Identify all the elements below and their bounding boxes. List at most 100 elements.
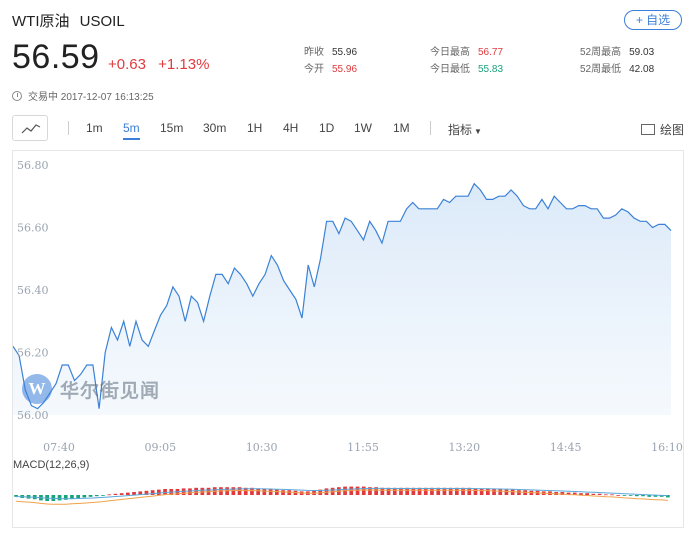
y-tick-label: 56.40 (17, 284, 49, 297)
w52-low-label: 52周最低 (580, 64, 622, 75)
change-percent: +1.13% (158, 56, 210, 73)
macd-bar (610, 494, 614, 496)
macd-bar (150, 490, 155, 495)
macd-bar (237, 487, 242, 495)
macd-bar (430, 487, 434, 495)
high-value: 56.77 (478, 47, 504, 58)
macd-bar (504, 489, 509, 495)
draw-label: 绘图 (659, 123, 684, 137)
macd-bar (82, 495, 87, 498)
x-tick-label: 11:55 (347, 441, 379, 454)
macd-bar (467, 487, 472, 495)
macd-bar (374, 487, 378, 495)
macd-dif-line (16, 489, 668, 505)
x-tick-label: 10:30 (246, 441, 278, 454)
macd-bar (262, 489, 267, 495)
interval-1mo[interactable]: 1M (393, 121, 410, 135)
watermark: W 华尔街见闻 (22, 374, 160, 404)
interval-5m[interactable]: 5m (123, 121, 140, 140)
macd-bar (157, 489, 161, 495)
macd-bar (243, 487, 248, 495)
y-tick-label: 56.60 (17, 222, 49, 235)
macd-bar (70, 495, 74, 499)
macd-bar (355, 486, 360, 495)
macd-bar (250, 487, 254, 495)
chart-toolbar: 1m 5m 15m 30m 1H 4H 1D 1W 1M 指标 ▼ 绘图 (12, 115, 684, 143)
x-tick-label: 14:45 (550, 441, 582, 454)
clock-icon (12, 90, 22, 101)
macd-bar (318, 489, 323, 495)
interval-1w[interactable]: 1W (354, 121, 372, 135)
prev-close-value: 55.96 (332, 47, 358, 58)
macd-bar (597, 493, 602, 495)
draw-icon (640, 124, 655, 135)
macd-bar (461, 487, 465, 495)
last-price: 56.59 (12, 38, 100, 76)
interval-1h[interactable]: 1H (247, 121, 263, 135)
change-value: +0.63 (108, 56, 146, 73)
macd-bar (163, 489, 167, 495)
interval-30m[interactable]: 30m (203, 121, 227, 135)
macd-bar (76, 495, 80, 498)
interval-4h[interactable]: 4H (283, 121, 299, 135)
macd-bar (560, 492, 565, 495)
macd-bar (666, 495, 670, 498)
instrument-symbol: USOIL (79, 13, 125, 30)
y-tick-label: 56.00 (17, 409, 49, 422)
macd-bar (256, 488, 260, 495)
toolbar-divider (68, 121, 69, 135)
macd-title: MACD(12,26,9) (13, 459, 89, 471)
interval-1d[interactable]: 1D (319, 121, 335, 135)
macd-bar (281, 490, 285, 495)
w52-high-value: 59.03 (629, 47, 655, 58)
chart-area[interactable]: 56.80 56.60 56.40 56.20 56.00 07:40 09:05 10:30… (12, 150, 684, 528)
macd-bar (641, 495, 645, 497)
macd-bar (200, 487, 205, 495)
macd-bar (324, 488, 329, 495)
macd-bar (188, 488, 192, 495)
y-tick-label: 56.80 (17, 159, 49, 172)
macd-bar (479, 488, 484, 495)
indicator-menu[interactable]: 指标 ▼ (448, 121, 482, 138)
low-value: 55.83 (478, 64, 504, 75)
macd-bar (126, 492, 130, 495)
x-tick-label: 09:05 (144, 441, 176, 454)
macd-bar (405, 487, 409, 495)
macd-bar (144, 490, 149, 495)
macd-bar (659, 495, 664, 497)
macd-bar (138, 491, 143, 495)
macd-bar (498, 489, 503, 495)
macd-bar (417, 487, 422, 495)
prev-close-label: 昨收 (304, 47, 324, 58)
macd-bar (579, 493, 583, 495)
macd-bar (411, 487, 416, 495)
w52-high-label: 52周最高 (580, 47, 622, 58)
y-tick-label: 56.20 (17, 347, 49, 360)
instrument-name: WTI原油 (12, 13, 70, 30)
x-tick-label: 16:10 (651, 441, 683, 454)
x-tick-label: 07:40 (43, 441, 75, 454)
stats-col-2: 今日最高 56.77 今日最低 55.83 (430, 44, 503, 78)
macd-bar (616, 495, 621, 496)
price-line (13, 182, 672, 410)
macd-bar (392, 487, 397, 495)
stats-col-1: 昨收 55.96 今开 55.96 (304, 44, 357, 78)
price-change: +0.63 +1.13% (108, 56, 209, 73)
macd-bar (113, 493, 118, 495)
interval-1m[interactable]: 1m (86, 121, 103, 135)
macd-bar (572, 492, 577, 495)
macd-bar (268, 489, 273, 495)
macd-bar (585, 493, 589, 495)
draw-button[interactable]: 绘图 (640, 121, 684, 138)
chart-type-button[interactable] (12, 115, 48, 141)
add-watchlist-button[interactable]: + 自选 (624, 10, 682, 30)
macd-bar (566, 492, 571, 495)
macd-bar (386, 487, 391, 495)
macd-bar (647, 495, 652, 497)
x-tick-label: 13:20 (448, 441, 480, 454)
macd-bar (653, 495, 658, 497)
interval-15m[interactable]: 15m (160, 121, 184, 135)
status-text: 交易中 2017-12-07 16:13:25 (28, 92, 154, 103)
macd-bar (448, 487, 453, 495)
macd-bar (628, 495, 633, 496)
